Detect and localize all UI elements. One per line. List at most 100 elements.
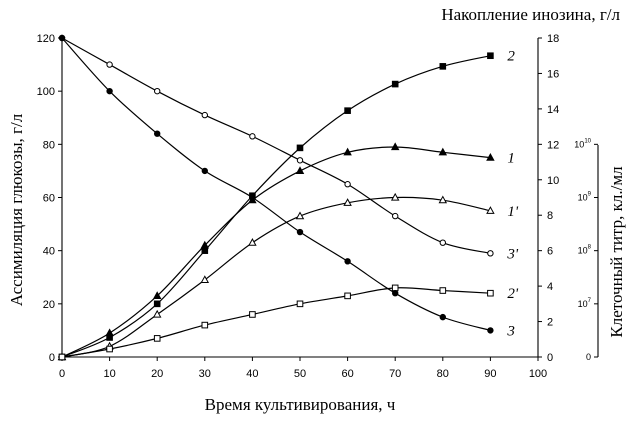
series-label: 2' bbox=[507, 286, 519, 302]
y-right-tick-label: 10 bbox=[547, 175, 559, 187]
data-point bbox=[344, 107, 351, 114]
data-point bbox=[295, 166, 305, 175]
data-point bbox=[439, 239, 446, 246]
x-tick-label: 90 bbox=[484, 368, 496, 380]
data-point bbox=[439, 63, 447, 70]
series-line bbox=[61, 287, 491, 358]
data-point bbox=[58, 353, 66, 361]
series-2 bbox=[58, 52, 494, 361]
data-point bbox=[344, 292, 351, 300]
x-tick-label: 20 bbox=[151, 368, 163, 380]
titer-tick-label: 109 bbox=[578, 192, 592, 203]
data-point bbox=[390, 142, 400, 151]
data-point bbox=[344, 181, 351, 188]
y-left-tick-label: 0 bbox=[49, 352, 55, 364]
y-right-tick-label: 18 bbox=[547, 33, 559, 45]
series-1prime bbox=[57, 192, 495, 361]
x-tick-label: 70 bbox=[389, 368, 401, 380]
data-point bbox=[439, 313, 446, 321]
data-point bbox=[438, 195, 448, 204]
series-2prime bbox=[58, 284, 494, 361]
y-left-tick-label: 60 bbox=[43, 193, 55, 205]
series-1 bbox=[57, 142, 495, 361]
series-line bbox=[61, 37, 491, 331]
y-right-tick-label: 16 bbox=[547, 68, 559, 80]
data-point bbox=[154, 87, 161, 95]
y-right-tick-label: 0 bbox=[547, 352, 553, 364]
titer-tick-base: 10 bbox=[578, 299, 588, 309]
titer-tick-base: 10 bbox=[574, 139, 584, 149]
titer-tick-exponent: 8 bbox=[588, 245, 592, 251]
data-point bbox=[438, 147, 448, 156]
data-point bbox=[106, 87, 113, 95]
x-tick-label: 100 bbox=[529, 368, 547, 380]
y-right-tick-label: 4 bbox=[547, 281, 553, 293]
x-tick-label: 50 bbox=[294, 368, 306, 380]
data-point bbox=[344, 258, 351, 265]
series-3 bbox=[58, 34, 494, 334]
titer-tick-base: 10 bbox=[578, 246, 588, 256]
titer-tick-exponent: 9 bbox=[588, 192, 592, 198]
x-tick-label: 0 bbox=[59, 368, 65, 380]
x-tick-label: 60 bbox=[341, 368, 353, 380]
data-point bbox=[58, 34, 66, 42]
data-point bbox=[343, 198, 352, 206]
tick-layer: 0 10 20 30 40 50 60 70 80 90 100020406080100120024… bbox=[37, 33, 598, 380]
x-tick-label: 30 bbox=[199, 368, 211, 380]
data-point bbox=[153, 300, 161, 308]
data-point bbox=[200, 275, 210, 284]
data-point bbox=[296, 157, 304, 164]
y-left-axis-title: Ассимиляция глюкозы, г/л bbox=[7, 113, 26, 306]
data-point bbox=[154, 130, 161, 137]
series-label: 1' bbox=[507, 204, 519, 220]
data-point bbox=[248, 238, 257, 246]
data-point bbox=[201, 167, 209, 175]
data-point bbox=[201, 247, 209, 254]
data-point bbox=[201, 321, 209, 329]
data-point bbox=[200, 240, 210, 249]
data-point bbox=[343, 147, 352, 156]
series-line bbox=[61, 55, 491, 358]
data-point bbox=[201, 111, 209, 119]
titer-tick-label: 0 bbox=[586, 352, 591, 362]
data-point bbox=[296, 300, 304, 308]
data-point bbox=[439, 287, 447, 294]
y-left-tick-label: 20 bbox=[43, 299, 55, 311]
data-point bbox=[249, 311, 256, 318]
data-point bbox=[249, 194, 256, 201]
data-point bbox=[487, 327, 494, 334]
data-point bbox=[295, 211, 305, 220]
data-point bbox=[106, 345, 113, 353]
chart-title: Накопление инозина, г/л bbox=[441, 5, 620, 24]
data-point bbox=[487, 250, 494, 257]
data-point bbox=[392, 212, 399, 220]
x-tick-label: 80 bbox=[437, 368, 449, 380]
titer-tick-label: 107 bbox=[578, 298, 592, 309]
titer-tick-base: 10 bbox=[578, 193, 588, 203]
series-layer bbox=[57, 34, 495, 361]
data-point bbox=[390, 192, 400, 201]
y-left-tick-label: 100 bbox=[37, 86, 55, 98]
series-label: 3' bbox=[506, 246, 519, 262]
series-label-layer: 2 1 1' 3' 2' 3 bbox=[506, 49, 519, 340]
data-point bbox=[153, 335, 161, 342]
data-point bbox=[296, 144, 304, 152]
y-right-tick-label: 12 bbox=[547, 139, 559, 151]
series-line bbox=[61, 146, 491, 358]
y-left-tick-label: 120 bbox=[37, 33, 55, 45]
series-3prime bbox=[58, 34, 494, 257]
series-label: 3 bbox=[506, 323, 515, 339]
data-point bbox=[487, 289, 494, 297]
x-tick-label: 40 bbox=[246, 368, 258, 380]
y-left-tick-label: 40 bbox=[43, 246, 55, 258]
data-point bbox=[152, 291, 162, 299]
x-axis-title: Время культивирования, ч bbox=[205, 395, 396, 414]
data-point bbox=[105, 328, 114, 337]
data-point bbox=[486, 152, 495, 161]
y-right-tick-label: 2 bbox=[547, 317, 553, 329]
data-point bbox=[391, 284, 399, 292]
series-label: 2 bbox=[507, 49, 515, 65]
x-tick-label: 10 bbox=[103, 368, 115, 380]
titer-tick-exponent: 7 bbox=[588, 298, 592, 304]
